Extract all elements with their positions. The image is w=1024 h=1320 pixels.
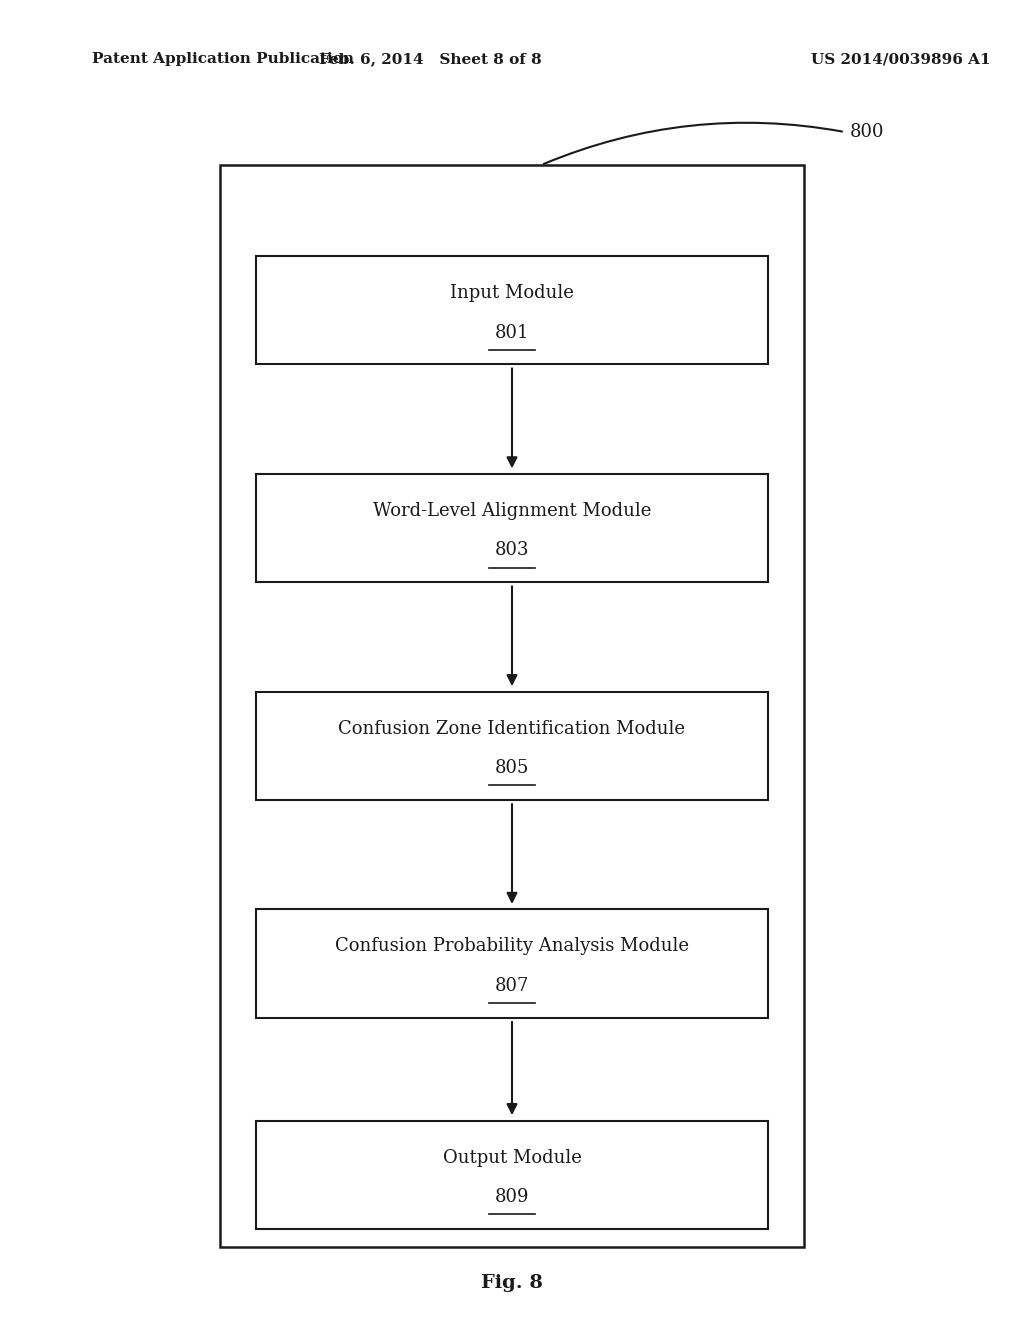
Text: 807: 807 xyxy=(495,977,529,995)
Bar xyxy=(220,165,804,1247)
Bar xyxy=(256,909,768,1018)
Text: 801: 801 xyxy=(495,323,529,342)
Text: US 2014/0039896 A1: US 2014/0039896 A1 xyxy=(811,53,991,66)
Text: Word-Level Alignment Module: Word-Level Alignment Module xyxy=(373,502,651,520)
Text: Confusion Zone Identification Module: Confusion Zone Identification Module xyxy=(339,719,685,738)
Bar xyxy=(256,256,768,364)
Text: 809: 809 xyxy=(495,1188,529,1206)
Bar xyxy=(256,474,768,582)
Text: 800: 800 xyxy=(850,123,885,141)
Text: Input Module: Input Module xyxy=(451,284,573,302)
Text: Confusion Probability Analysis Module: Confusion Probability Analysis Module xyxy=(335,937,689,956)
Text: Output Module: Output Module xyxy=(442,1148,582,1167)
Text: 803: 803 xyxy=(495,541,529,560)
Bar xyxy=(256,692,768,800)
Text: Feb. 6, 2014   Sheet 8 of 8: Feb. 6, 2014 Sheet 8 of 8 xyxy=(318,53,542,66)
Text: Fig. 8: Fig. 8 xyxy=(481,1274,543,1292)
Text: Patent Application Publication: Patent Application Publication xyxy=(92,53,354,66)
Bar xyxy=(256,1121,768,1229)
Text: 805: 805 xyxy=(495,759,529,777)
